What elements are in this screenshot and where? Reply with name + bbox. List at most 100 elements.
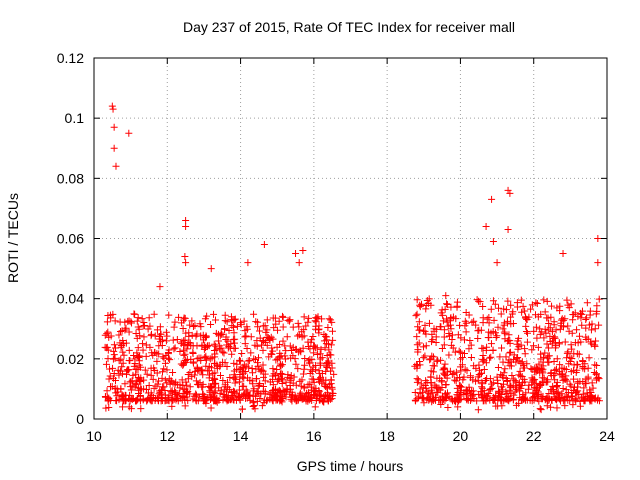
data-point	[109, 355, 117, 363]
data-point	[186, 383, 194, 391]
data-point	[201, 397, 209, 405]
data-point	[115, 371, 123, 379]
data-point	[231, 379, 239, 387]
data-point	[465, 345, 473, 353]
data-point	[472, 364, 480, 372]
data-point	[578, 310, 586, 318]
data-point	[147, 330, 155, 338]
data-point	[421, 352, 429, 360]
data-point	[206, 394, 214, 402]
data-point	[460, 350, 468, 358]
data-point	[432, 333, 440, 341]
data-point	[307, 338, 315, 346]
data-point	[487, 353, 495, 361]
data-point	[329, 336, 337, 344]
data-point	[259, 382, 267, 390]
data-point	[457, 355, 465, 363]
data-point	[193, 380, 201, 388]
data-point	[146, 322, 154, 330]
data-point	[272, 320, 280, 328]
data-point	[564, 301, 572, 309]
data-point	[482, 222, 490, 230]
data-point	[574, 361, 582, 369]
data-point	[144, 325, 152, 333]
data-point	[494, 363, 502, 371]
data-point	[428, 352, 436, 360]
data-point	[240, 374, 248, 382]
data-point	[240, 361, 248, 369]
data-point	[272, 371, 280, 379]
data-point	[147, 364, 155, 372]
data-point	[567, 341, 575, 349]
data-point	[430, 327, 438, 335]
data-point	[231, 335, 239, 343]
data-point	[439, 396, 447, 404]
x-tick-label: 24	[599, 428, 615, 444]
data-point	[153, 357, 161, 365]
data-point	[250, 402, 258, 410]
data-point	[569, 311, 577, 319]
data-point	[299, 247, 307, 255]
data-point	[467, 354, 475, 362]
data-point	[556, 302, 564, 310]
data-point	[145, 314, 153, 322]
data-point	[120, 351, 128, 359]
data-point	[161, 359, 169, 367]
axis-ticks: 10 12 14 16 18 20 22 24 0 0.02 0.04 0.06 0.08 0.1 0.12	[57, 50, 615, 444]
data-point	[296, 377, 304, 385]
data-point	[571, 383, 579, 391]
data-point	[197, 323, 205, 331]
data-point	[207, 383, 215, 391]
data-point	[162, 337, 170, 345]
data-point	[314, 326, 322, 334]
data-point	[109, 105, 117, 113]
data-point	[582, 324, 590, 332]
data-point	[142, 352, 150, 360]
data-point	[584, 364, 592, 372]
data-point	[444, 404, 452, 412]
data-point	[105, 365, 113, 373]
data-point	[414, 346, 422, 354]
data-point	[306, 370, 314, 378]
data-point	[519, 364, 527, 372]
data-point	[192, 391, 200, 399]
data-point	[109, 364, 117, 372]
data-point	[508, 310, 516, 318]
data-point	[501, 365, 509, 373]
data-point	[177, 340, 185, 348]
data-point	[315, 396, 323, 404]
data-point	[207, 404, 215, 412]
data-point	[295, 331, 303, 339]
data-point	[137, 405, 145, 413]
data-point	[569, 401, 577, 409]
data-point	[176, 394, 184, 402]
data-point	[180, 392, 188, 400]
data-point	[494, 323, 502, 331]
data-point	[444, 322, 452, 330]
data-point	[549, 387, 557, 395]
data-point	[173, 335, 181, 343]
data-point	[140, 318, 148, 326]
data-point	[521, 350, 529, 358]
data-point	[281, 355, 289, 363]
data-point	[202, 333, 210, 341]
data-point	[323, 363, 331, 371]
data-point	[263, 396, 271, 404]
data-point	[468, 318, 476, 326]
data-point	[556, 361, 564, 369]
data-point	[111, 354, 119, 362]
data-point	[413, 333, 421, 341]
data-point	[508, 371, 516, 379]
data-point	[561, 402, 569, 410]
data-point	[236, 356, 244, 364]
data-point	[442, 394, 450, 402]
data-point	[521, 314, 529, 322]
data-point	[558, 371, 566, 379]
data-point	[292, 250, 300, 258]
x-tick-label: 12	[159, 428, 175, 444]
data-point	[469, 376, 477, 384]
data-point	[486, 354, 494, 362]
data-point	[561, 315, 569, 323]
data-point	[582, 333, 590, 341]
data-point	[324, 391, 332, 399]
